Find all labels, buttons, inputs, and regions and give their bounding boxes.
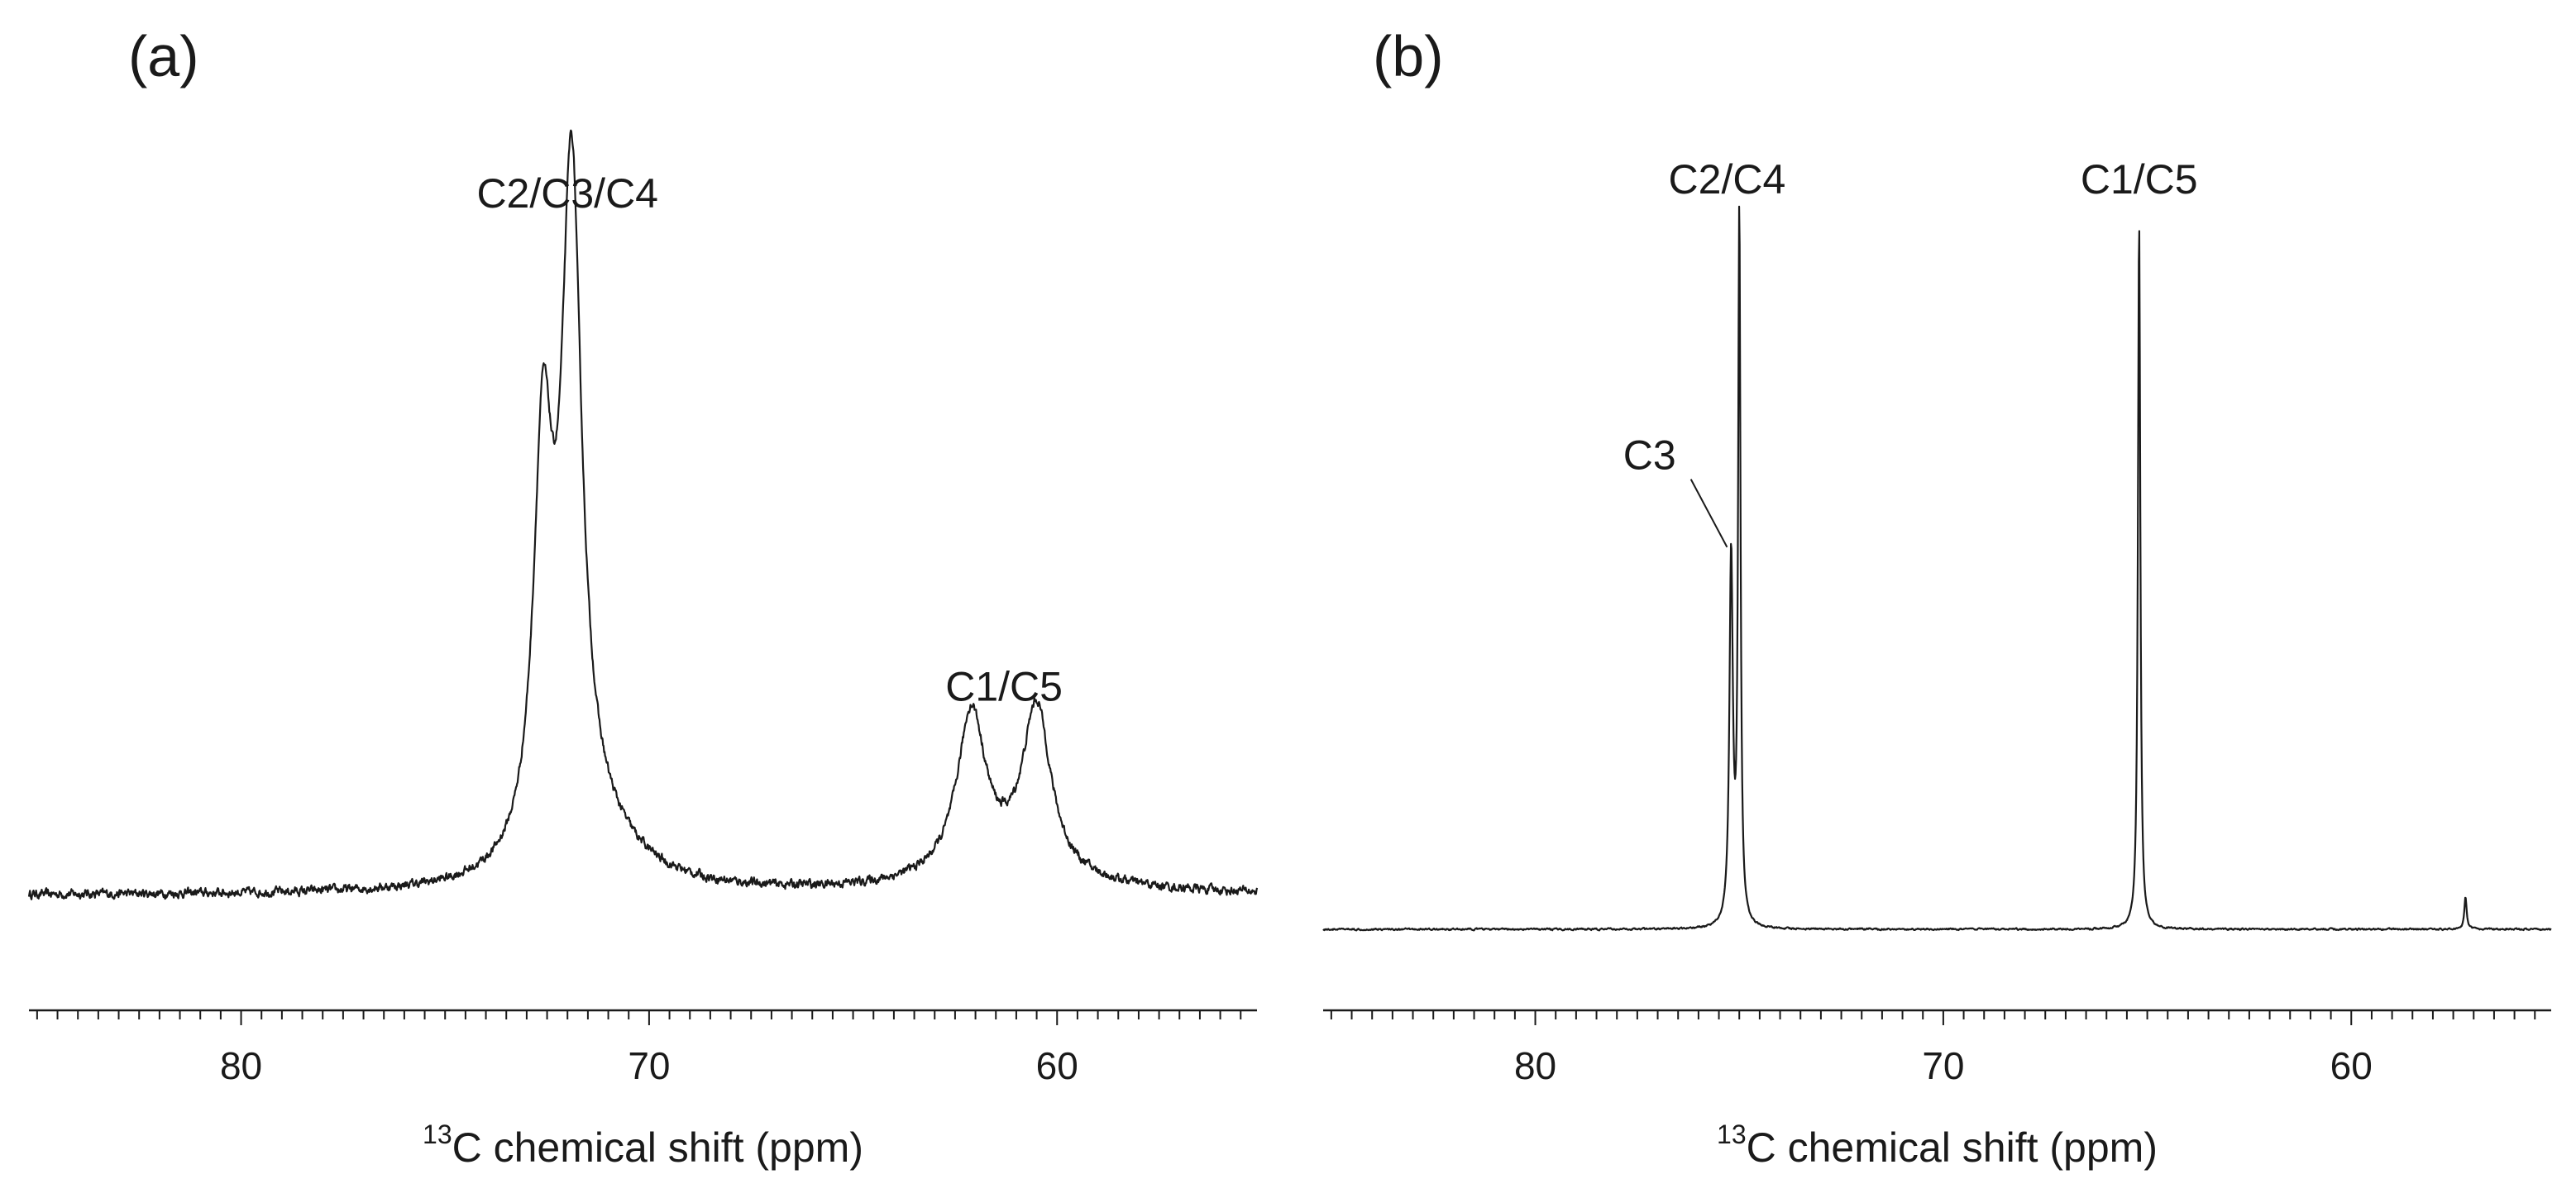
- peak-label: C1/C5: [945, 664, 1063, 710]
- x-tick-label: 80: [1514, 1044, 1556, 1087]
- isotope-superscript: 13: [423, 1119, 452, 1149]
- panel-label: (b): [1373, 24, 1444, 88]
- x-axis-title: 13C chemical shift (ppm): [423, 1119, 863, 1171]
- panel-b: (b) 80 70 60 13C chemical shift (ppm) C2/C4 C1…: [1322, 24, 2552, 1171]
- x-tick-label: 80: [220, 1044, 262, 1087]
- nucleus-symbol: C: [1747, 1124, 1788, 1171]
- peak-label: C2/C3/C4: [476, 170, 658, 217]
- axis-title-text: chemical shift (ppm): [1788, 1124, 2158, 1171]
- leader-line: [1689, 479, 1728, 548]
- x-tick-label: 70: [1922, 1044, 1964, 1087]
- x-tick-label: 60: [2330, 1044, 2373, 1087]
- panel-a: (a) 80 70 60 13C chemical shift (ppm) C2/C3/C…: [27, 24, 1259, 1171]
- peak-label: C2/C4: [1669, 156, 1786, 203]
- peak-label: C1/C5: [2081, 156, 2198, 203]
- spectrum-line: [1322, 205, 2552, 932]
- axis-title-text: chemical shift (ppm): [494, 1124, 863, 1171]
- x-tick-label: 60: [1036, 1044, 1078, 1087]
- peak-label: C3: [1623, 432, 1676, 479]
- x-tick-label: 70: [628, 1044, 670, 1087]
- spectrum-line: [27, 129, 1259, 900]
- minor-ticks: [36, 1010, 1242, 1025]
- minor-ticks: [1330, 1010, 2536, 1025]
- nucleus-symbol: C: [452, 1124, 494, 1171]
- x-axis-title: 13C chemical shift (ppm): [1717, 1119, 2158, 1171]
- panel-label: (a): [128, 24, 199, 88]
- isotope-superscript: 13: [1717, 1119, 1747, 1149]
